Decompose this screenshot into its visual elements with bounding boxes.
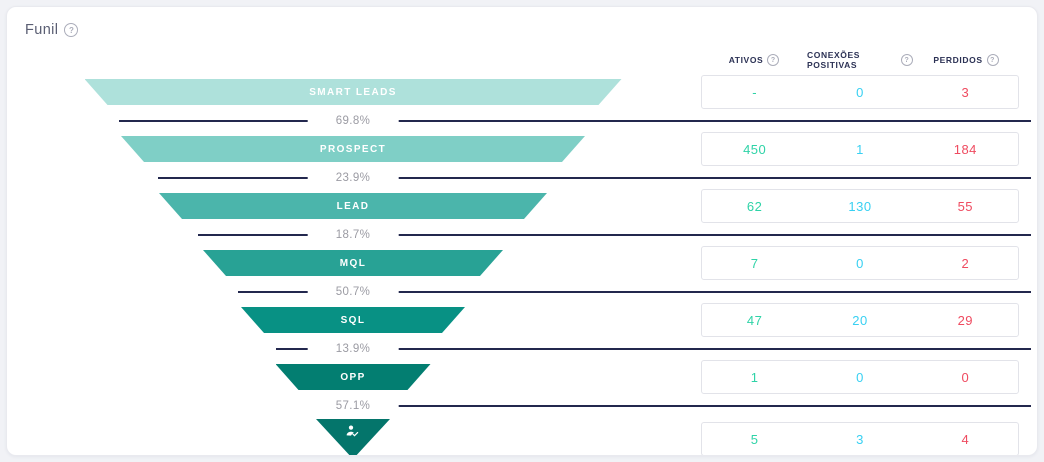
column-header-label: ATIVOS (728, 55, 764, 65)
funnel-segment-label: SMART LEADS (309, 86, 397, 98)
funnel-stage-row: 5 3 4 (25, 417, 1019, 455)
conversion-rate-label: 57.1% (307, 399, 399, 412)
column-help-icon[interactable]: ? (767, 54, 780, 66)
conversion-row: 50.7% (25, 280, 1031, 303)
funnel-segment-opp[interactable]: OPP (276, 364, 431, 390)
funnel-rows-container: SMART LEADS -0 3 69.8% PROSPECT 450 1 184 23.9% L… (25, 75, 1031, 455)
divider-line (316, 405, 1031, 407)
funnel-help-icon[interactable]: ? (64, 23, 79, 37)
metric-value-ativos: 450 (743, 141, 767, 157)
funnel-chart-area: MQL (25, 246, 701, 280)
funnel-segment-label: SQL (340, 314, 366, 326)
funnel-chart-area: PROSPECT (25, 132, 701, 166)
table-column-headers: ATIVOS? CONEXÕES POSITIVAS? PERDIDOS? (701, 50, 1019, 70)
metric-value-perdidos: 0 (961, 369, 970, 385)
column-header-ativos: ATIVOS? (701, 50, 807, 70)
funnel-segment-sql[interactable]: SQL (241, 307, 465, 333)
funnel-chart-area: LEAD (25, 189, 701, 223)
metric-value-perdidos: 29 (957, 312, 974, 328)
metric-value-ativos: 7 (750, 255, 759, 271)
funnel-stage-row: SMART LEADS - 0 3 (25, 75, 1019, 109)
funnel-segment-lead[interactable]: LEAD (159, 193, 547, 219)
funnel-chart-area: SMART LEADS (25, 75, 701, 109)
widget-title-row: Funil ? (25, 19, 1019, 41)
funnel-segment-label: PROSPECT (319, 143, 387, 155)
conversion-row: 69.8% (25, 109, 1031, 132)
metric-value-conexoes: 130 (848, 198, 872, 214)
divider-line (238, 291, 1031, 293)
funnel-final-segment[interactable] (316, 419, 390, 455)
conversion-row: 23.9% (25, 166, 1031, 189)
metrics-row-box: - 0 3 (701, 75, 1019, 109)
conversion-row: 13.9% (25, 337, 1031, 360)
column-header-label: CONEXÕES POSITIVAS (807, 50, 860, 70)
conversion-rate-label: 69.8% (307, 114, 399, 127)
metric-value-conexoes: 0 (856, 255, 864, 271)
column-help-icon[interactable]: ? (901, 54, 913, 66)
metric-value-perdidos: 4 (961, 431, 970, 447)
funnel-stage-row: OPP 1 0 0 (25, 360, 1019, 394)
metric-value-perdidos: 184 (953, 141, 977, 157)
metric-value-conexoes: 1 (856, 141, 864, 157)
column-header-label: PERDIDOS (933, 55, 983, 65)
funnel-segment-label: MQL (339, 257, 367, 269)
funnel-chart-area (25, 417, 701, 455)
metric-value-perdidos: 2 (961, 255, 970, 271)
metric-value-ativos: 1 (750, 369, 759, 385)
funnel-widget: Funil ? ATIVOS? CONEXÕES POSITIVAS? PERDID… (6, 6, 1038, 456)
conversion-row: 18.7% (25, 223, 1031, 246)
metric-value-conexoes: 0 (856, 84, 864, 100)
page-title: Funil (25, 22, 59, 38)
funnel-segment-mql[interactable]: MQL (203, 250, 503, 276)
metrics-row-box: 450 1 184 (701, 132, 1019, 166)
table-header-row: ATIVOS? CONEXÕES POSITIVAS? PERDIDOS? (25, 50, 1019, 70)
metrics-row-box: 62 130 55 (701, 189, 1019, 223)
funnel-segment-label: LEAD (336, 200, 370, 212)
column-header-conexoes: CONEXÕES POSITIVAS? (807, 50, 913, 70)
funnel-stage-row: LEAD 62 130 55 (25, 189, 1019, 223)
metric-value-ativos: - (752, 84, 758, 100)
metric-value-perdidos: 3 (961, 84, 970, 100)
conversion-row: 57.1% (25, 394, 1031, 417)
funnel-segment-prospect[interactable]: PROSPECT (121, 136, 585, 162)
funnel-segment-label: OPP (340, 371, 366, 383)
divider-line (119, 120, 1031, 122)
funnel-chart-area: SQL (25, 303, 701, 337)
metric-value-perdidos: 55 (957, 198, 974, 214)
metrics-row-box: 5 3 4 (701, 422, 1019, 455)
conversion-rate-label: 13.9% (307, 342, 399, 355)
divider-line (198, 234, 1031, 236)
column-header-perdidos: PERDIDOS? (913, 50, 1019, 70)
metric-value-conexoes: 20 (852, 312, 868, 328)
funnel-stage-row: SQL 47 20 29 (25, 303, 1019, 337)
conversion-rate-label: 50.7% (307, 285, 399, 298)
column-help-icon[interactable]: ? (986, 54, 999, 66)
metric-value-conexoes: 3 (856, 431, 864, 447)
person-check-icon (345, 424, 361, 455)
funnel-chart-area: OPP (25, 360, 701, 394)
metric-value-conexoes: 0 (856, 369, 864, 385)
divider-line (276, 348, 1031, 350)
metric-value-ativos: 5 (750, 431, 759, 447)
metric-value-ativos: 62 (746, 198, 763, 214)
divider-line (158, 177, 1031, 179)
conversion-rate-label: 18.7% (307, 228, 399, 241)
metrics-row-box: 7 0 2 (701, 246, 1019, 280)
funnel-segment-smart-leads[interactable]: SMART LEADS (85, 79, 622, 105)
funnel-stage-row: MQL 7 0 2 (25, 246, 1019, 280)
metrics-row-box: 47 20 29 (701, 303, 1019, 337)
funnel-stage-row: PROSPECT 450 1 184 (25, 132, 1019, 166)
metric-value-ativos: 47 (746, 312, 763, 328)
conversion-rate-label: 23.9% (307, 171, 399, 184)
metrics-row-box: 1 0 0 (701, 360, 1019, 394)
